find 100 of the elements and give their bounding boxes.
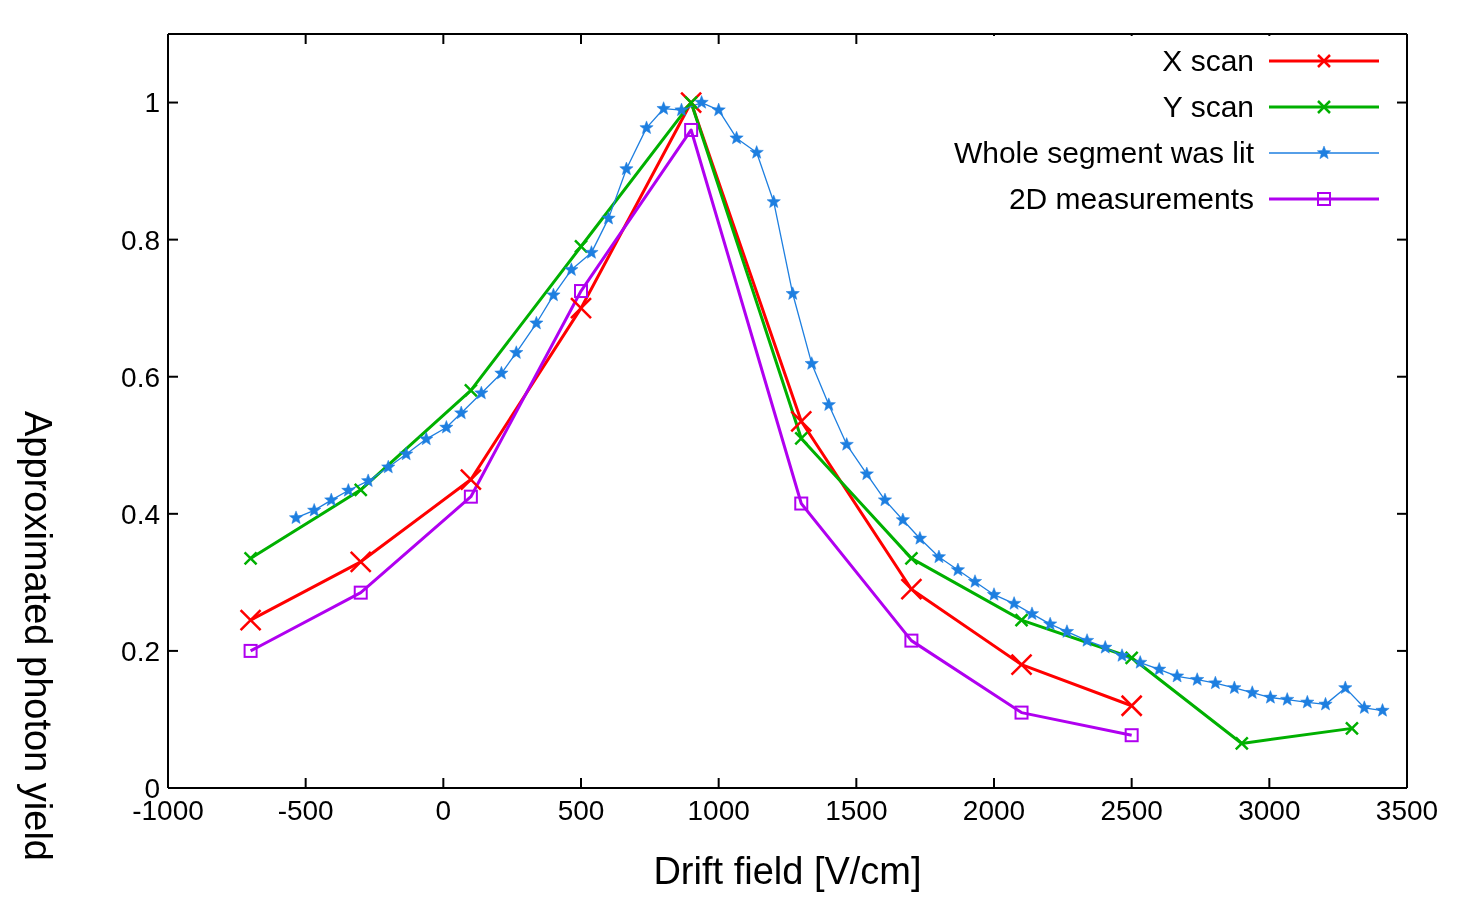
point [1014,612,1029,628]
x-tick-label: -500 [277,794,334,826]
y-axis-title: Approximated photon yield [16,411,59,861]
point [1318,697,1333,711]
point [785,286,800,300]
point [794,431,809,446]
y-tick-label: 1 [144,87,160,119]
point [1124,650,1139,666]
point [353,482,368,498]
point [454,405,469,419]
point [509,345,524,359]
point [584,245,599,259]
point [1234,736,1250,751]
point [904,633,919,648]
point [895,512,910,526]
point [766,194,781,208]
point [399,446,414,461]
point [569,296,593,320]
point [546,287,561,302]
point [1208,675,1223,690]
point [1300,695,1315,709]
point [307,503,322,517]
point [684,122,699,137]
point [494,366,509,380]
y-tick-label: 0.4 [121,498,160,530]
point [932,549,946,563]
point [749,145,764,159]
point [1245,685,1260,699]
point [951,562,965,576]
point [1263,690,1278,704]
point [243,643,258,658]
point [878,492,892,507]
point [839,437,854,451]
point [1344,721,1360,736]
point [1280,692,1295,706]
legend-label: X scan [1162,44,1254,78]
point [968,574,982,588]
point [1338,680,1353,694]
x-tick-label: 1500 [825,794,888,826]
point [1014,705,1029,720]
point [381,459,396,474]
point [529,316,544,330]
legend-label: Y scan [1162,90,1254,124]
point [804,356,819,370]
point [821,397,836,411]
x-tick-label: 500 [557,794,605,826]
point [1133,655,1148,669]
point [1152,662,1167,676]
point [694,95,709,109]
point [361,473,376,487]
point [1007,596,1022,610]
point [564,262,579,276]
point [289,510,303,524]
point [239,608,262,632]
point [1227,680,1242,694]
point [463,489,478,504]
point [243,551,258,566]
legend-label: Whole segment was lit [953,136,1254,170]
point [619,161,634,175]
point [1120,694,1143,717]
point [1357,700,1372,714]
point [1124,728,1139,743]
x-axis-title: Drift field [V/cm] [653,850,922,892]
y-tick-label: 0.8 [121,224,160,256]
point [1060,624,1074,638]
legend-label: 2D measurements [1008,182,1254,216]
point [711,102,726,116]
point [656,101,671,115]
point [353,585,368,600]
point [674,102,689,116]
point [349,550,372,574]
point [341,483,356,497]
point [601,211,616,225]
point [1010,653,1033,676]
point [574,284,588,299]
point [729,130,744,145]
point [459,468,483,491]
point [1190,672,1205,686]
y-tick-label: 0.6 [121,361,160,393]
x-tick-label: 1000 [687,794,750,826]
point [1043,616,1058,631]
point [1115,648,1129,662]
point [419,431,434,446]
point [1170,669,1184,683]
x-tick-label: 2500 [1100,794,1163,826]
point [1098,640,1113,654]
point [573,239,589,254]
x-tick-label: 2000 [962,794,1026,826]
point [439,420,454,434]
point [794,496,809,511]
point [324,492,339,507]
y-tick-label: 0.2 [121,635,160,667]
point [900,577,923,601]
x-tick-label: 3000 [1238,794,1301,826]
point [790,410,813,433]
point [639,120,654,134]
x-tick-label: 3500 [1375,794,1439,826]
point [474,385,489,400]
point [904,551,919,566]
point [913,531,927,545]
